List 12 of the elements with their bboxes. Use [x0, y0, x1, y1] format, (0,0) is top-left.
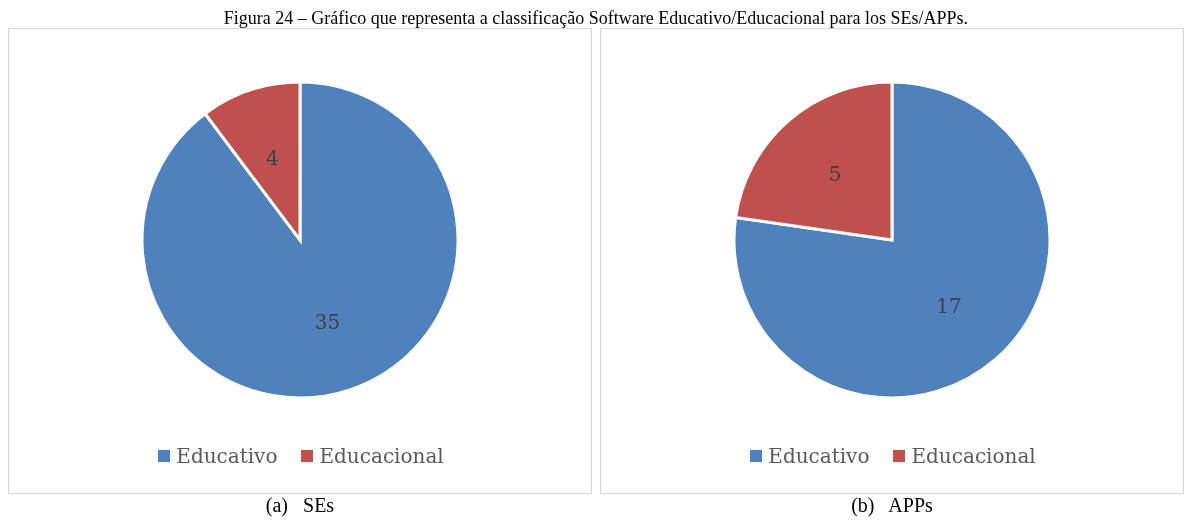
- pie-slice: [732, 80, 1052, 400]
- legend-label: Educacional: [318, 444, 444, 468]
- data-label: 35: [314, 310, 341, 335]
- legend-label: Educativo: [175, 444, 278, 468]
- text: (b) APPs: [850, 494, 934, 517]
- data-label: 5: [828, 162, 842, 187]
- text: (a) SEs: [264, 494, 336, 517]
- data-label: 4: [266, 145, 279, 170]
- text: Figura 24 – Gráfico que representa a classificação Software Educativo/Educacional para los SEs/APPs.: [222, 8, 970, 29]
- data-label: 17: [936, 293, 962, 318]
- legend-label: Educacional: [910, 444, 1036, 468]
- legend-label: Educativo: [767, 444, 870, 468]
